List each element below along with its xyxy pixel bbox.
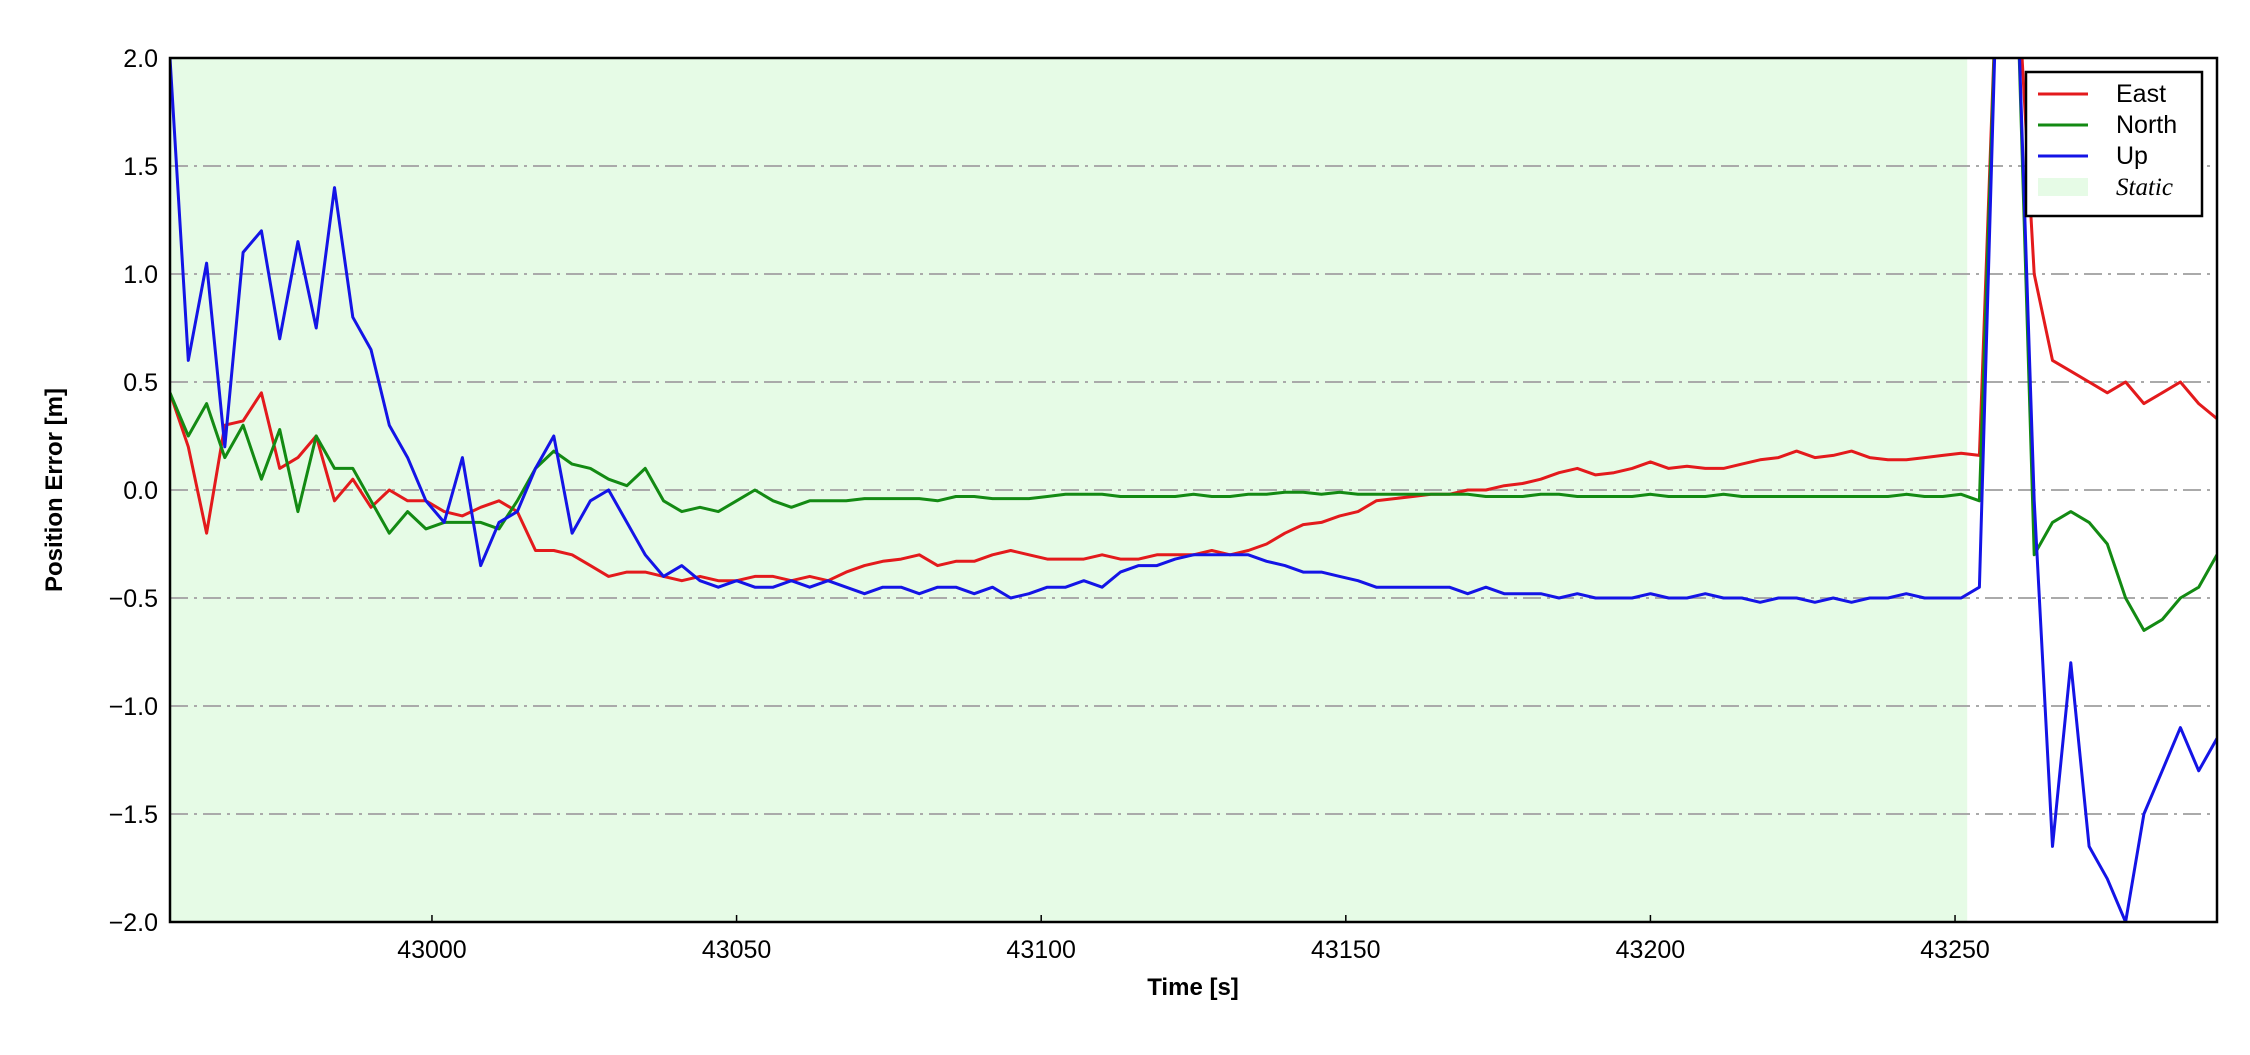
- data-line: [170, 58, 2217, 922]
- y-tick-label: −1.0: [109, 693, 158, 721]
- plot-lines: [170, 58, 2217, 922]
- y-tick-label: −2.0: [109, 909, 158, 937]
- x-tick-label: 43000: [397, 936, 467, 964]
- x-tick-label: 43100: [1006, 936, 1076, 964]
- y-tick-label: −1.5: [109, 801, 158, 829]
- x-axis-label: Time [s]: [1147, 974, 1239, 1001]
- x-tick-label: 43250: [1920, 936, 1990, 964]
- y-tick-label: 1.0: [123, 261, 158, 289]
- y-tick-label: 1.5: [123, 153, 158, 181]
- y-tick-label: −0.5: [109, 585, 158, 613]
- x-tick-label: 43200: [1616, 936, 1686, 964]
- plot-frame: [168, 56, 2219, 924]
- y-tick-label: 0.0: [123, 477, 158, 505]
- legend-label: Up: [2116, 142, 2148, 170]
- x-tick-label: 43150: [1311, 936, 1381, 964]
- legend-label: Static: [2116, 174, 2173, 201]
- legend-label: North: [2116, 111, 2177, 139]
- data-line: [170, 58, 2217, 632]
- y-axis-label: Position Error [m]: [41, 388, 68, 592]
- legend-box: [2024, 70, 2204, 218]
- legend-swatch: [2038, 178, 2088, 196]
- y-tick-label: 2.0: [123, 45, 158, 73]
- x-tick-label: 43050: [702, 936, 772, 964]
- legend-label: East: [2116, 80, 2166, 108]
- y-tick-label: 0.5: [123, 369, 158, 397]
